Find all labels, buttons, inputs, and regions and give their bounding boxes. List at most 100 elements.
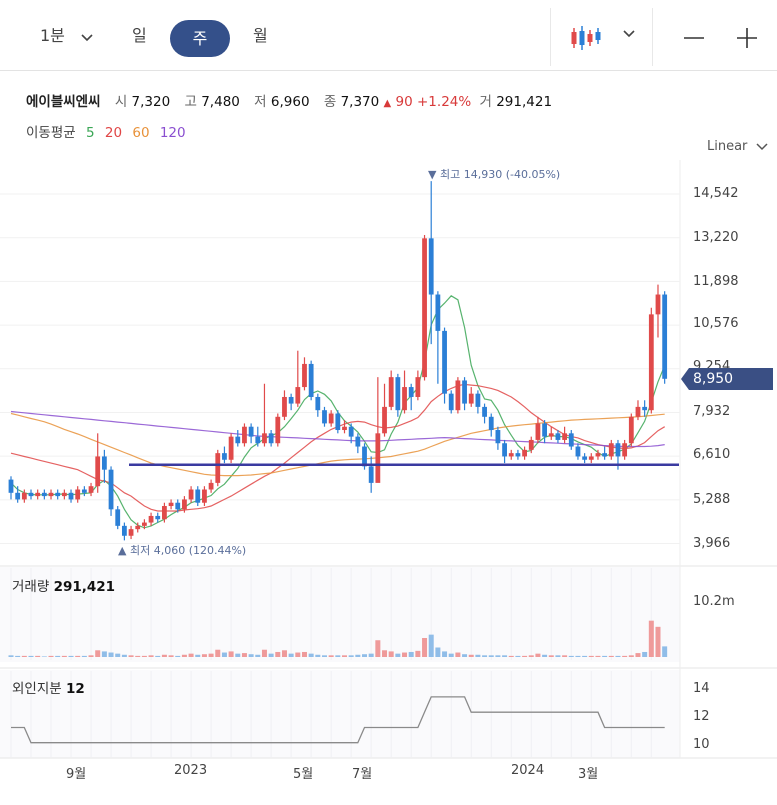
candle[interactable]: [415, 377, 421, 397]
candle[interactable]: [215, 453, 221, 483]
candle[interactable]: [595, 453, 601, 457]
candle[interactable]: [448, 393, 454, 411]
candle[interactable]: [602, 453, 608, 457]
candle[interactable]: [662, 294, 668, 379]
candle[interactable]: [302, 363, 307, 388]
candle[interactable]: [522, 449, 527, 457]
candle[interactable]: [515, 453, 521, 457]
candle[interactable]: [282, 396, 287, 417]
minus-icon[interactable]: [682, 28, 706, 48]
candle[interactable]: [202, 489, 207, 503]
candle[interactable]: [628, 416, 634, 444]
candle[interactable]: [382, 406, 387, 434]
candle[interactable]: [222, 453, 227, 460]
candle[interactable]: [508, 453, 514, 457]
candle[interactable]: [375, 433, 381, 483]
candle[interactable]: [582, 456, 588, 460]
candle[interactable]: [101, 456, 107, 470]
candle[interactable]: [348, 426, 354, 437]
candle[interactable]: [395, 377, 401, 411]
candle[interactable]: [362, 446, 367, 467]
candle[interactable]: [148, 515, 154, 523]
chevron-down-icon[interactable]: [80, 33, 94, 43]
candle[interactable]: [8, 479, 14, 493]
candle[interactable]: [268, 433, 274, 444]
candle[interactable]: [108, 469, 114, 510]
candle[interactable]: [162, 506, 167, 520]
candle[interactable]: [308, 363, 314, 397]
tab-month[interactable]: 월: [253, 26, 268, 45]
tab-week[interactable]: 주: [170, 20, 230, 57]
candle[interactable]: [88, 486, 94, 493]
candle[interactable]: [502, 443, 507, 457]
candle[interactable]: [342, 426, 347, 431]
candle[interactable]: [482, 406, 487, 417]
candle[interactable]: [328, 413, 334, 424]
candle[interactable]: [242, 426, 247, 444]
candle[interactable]: [228, 436, 234, 460]
candle[interactable]: [61, 492, 67, 497]
candle[interactable]: [121, 525, 127, 536]
candle[interactable]: [402, 387, 407, 411]
candle[interactable]: [155, 515, 161, 520]
candle[interactable]: [188, 489, 194, 500]
candle[interactable]: [422, 238, 427, 378]
scale-mode-selector[interactable]: Linear: [707, 139, 768, 154]
candle[interactable]: [488, 416, 494, 431]
candle[interactable]: [335, 413, 341, 431]
candle[interactable]: [462, 380, 467, 404]
tab-day[interactable]: 일: [132, 26, 147, 45]
candle[interactable]: [528, 439, 534, 450]
candle[interactable]: [55, 492, 61, 497]
candle[interactable]: [208, 482, 214, 490]
moving-average-legend[interactable]: 이동평균 5 20 60 120: [26, 121, 186, 141]
candle[interactable]: [615, 443, 621, 457]
candle[interactable]: [21, 492, 27, 500]
candle[interactable]: [135, 525, 141, 530]
candle[interactable]: [442, 330, 447, 394]
candle[interactable]: [15, 492, 21, 500]
candle[interactable]: [608, 443, 614, 457]
candlestick-icon[interactable]: [570, 24, 602, 52]
chart-type-chevron-icon[interactable]: [622, 29, 636, 39]
candle[interactable]: [315, 396, 321, 411]
interval-selector[interactable]: 1분: [40, 26, 65, 45]
candle[interactable]: [142, 522, 147, 526]
candle[interactable]: [95, 456, 101, 487]
candle[interactable]: [75, 489, 81, 500]
candle[interactable]: [635, 406, 641, 417]
candle[interactable]: [455, 380, 461, 411]
candle[interactable]: [262, 433, 267, 444]
candle[interactable]: [542, 423, 547, 437]
plus-icon[interactable]: [736, 27, 758, 49]
candle[interactable]: [475, 393, 481, 407]
candle[interactable]: [322, 410, 327, 424]
candle[interactable]: [368, 466, 374, 483]
candle[interactable]: [295, 387, 301, 404]
candle[interactable]: [195, 489, 201, 503]
candle[interactable]: [168, 502, 174, 507]
candle[interactable]: [255, 436, 261, 444]
candle[interactable]: [548, 433, 554, 437]
candle[interactable]: [35, 492, 41, 497]
candle[interactable]: [575, 446, 581, 457]
candle[interactable]: [535, 423, 541, 440]
candle[interactable]: [275, 416, 281, 444]
candle[interactable]: [468, 393, 474, 404]
candle[interactable]: [408, 387, 414, 397]
candle[interactable]: [435, 294, 441, 331]
candle[interactable]: [355, 436, 361, 447]
candle[interactable]: [655, 294, 661, 315]
candle[interactable]: [128, 529, 134, 536]
candle[interactable]: [495, 430, 501, 444]
candle[interactable]: [555, 433, 561, 440]
candle[interactable]: [388, 377, 394, 407]
candle[interactable]: [81, 489, 87, 493]
candle[interactable]: [648, 314, 654, 411]
candle[interactable]: [235, 436, 241, 444]
candle[interactable]: [115, 509, 121, 526]
candle[interactable]: [48, 492, 54, 497]
candle[interactable]: [248, 426, 254, 437]
candle[interactable]: [642, 406, 648, 411]
candle[interactable]: [622, 443, 628, 457]
